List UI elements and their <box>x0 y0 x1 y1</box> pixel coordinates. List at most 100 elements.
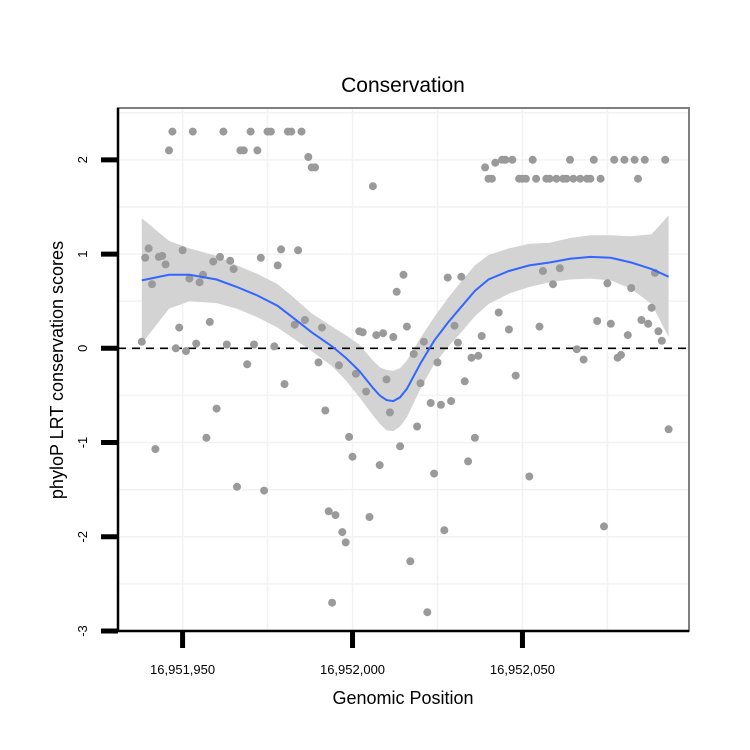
data-point <box>239 146 248 155</box>
data-point <box>569 174 578 183</box>
data-point <box>634 174 642 183</box>
data-point <box>511 371 520 380</box>
data-point <box>141 253 150 262</box>
data-point <box>596 174 605 183</box>
data-point <box>661 155 670 164</box>
data-point <box>212 404 221 413</box>
data-point <box>266 127 275 136</box>
data-point <box>195 278 204 287</box>
data-point <box>481 163 490 172</box>
data-point <box>171 344 180 353</box>
data-point <box>219 127 228 136</box>
data-point <box>413 422 422 431</box>
x-tick-label: 16,952,050 <box>490 662 555 677</box>
data-point <box>640 155 649 164</box>
y-tick-label: 2 <box>75 156 90 163</box>
data-point <box>521 174 530 183</box>
data-point <box>334 361 343 370</box>
data-point <box>549 280 557 289</box>
data-point <box>161 260 170 269</box>
data-point <box>586 174 595 183</box>
data-point <box>406 557 415 566</box>
chart-title: Conservation <box>341 74 465 97</box>
data-point <box>250 340 258 349</box>
data-point <box>423 608 432 617</box>
data-point <box>182 347 190 356</box>
data-point <box>419 337 428 346</box>
data-point <box>453 338 462 347</box>
data-point <box>260 486 269 495</box>
y-tick-label: -3 <box>75 625 90 637</box>
y-axis-title: phyloP LRT conservation scores <box>47 241 67 499</box>
data-point <box>345 432 354 441</box>
data-point <box>477 332 486 340</box>
data-point <box>470 433 479 442</box>
data-point <box>178 246 187 255</box>
data-point <box>474 351 483 360</box>
data-point <box>416 379 425 388</box>
data-point <box>341 538 350 547</box>
data-point <box>372 331 381 340</box>
data-point <box>501 155 510 164</box>
x-tick-label: 16,952,000 <box>320 662 385 677</box>
data-point <box>192 339 201 348</box>
data-point <box>664 425 673 434</box>
data-point <box>436 400 445 409</box>
data-point <box>297 127 306 136</box>
y-tick-label: -1 <box>75 437 90 449</box>
confidence-ribbon-group <box>141 215 669 432</box>
data-point <box>450 321 459 330</box>
confidence-ribbon <box>141 215 669 432</box>
data-point <box>433 358 442 367</box>
smooth-fit-group <box>141 255 670 403</box>
data-point <box>243 360 252 369</box>
data-point <box>222 340 231 349</box>
data-point <box>606 319 615 328</box>
data-points <box>137 127 673 617</box>
data-point <box>148 280 156 289</box>
data-point <box>627 284 636 292</box>
data-point <box>202 433 211 442</box>
data-point <box>165 146 173 155</box>
data-point <box>277 245 286 254</box>
data-point <box>467 353 476 362</box>
data-point <box>151 445 160 454</box>
data-point <box>365 513 374 521</box>
data-point <box>185 274 194 283</box>
data-point <box>396 442 405 451</box>
data-point <box>430 469 439 478</box>
data-point <box>647 303 656 312</box>
data-point <box>440 526 449 535</box>
data-point <box>216 252 224 261</box>
data-point <box>637 316 646 324</box>
data-point <box>623 331 632 340</box>
data-point <box>620 155 629 164</box>
data-point <box>460 377 469 386</box>
data-point <box>256 253 265 262</box>
data-point <box>324 507 333 516</box>
data-point <box>562 174 571 183</box>
data-point <box>389 333 398 341</box>
data-point <box>188 127 197 136</box>
data-point <box>368 182 377 191</box>
data-point <box>555 264 564 273</box>
data-point <box>158 251 167 260</box>
data-point <box>566 155 574 164</box>
data-point <box>552 174 561 183</box>
data-point <box>351 369 360 378</box>
data-point <box>538 267 547 275</box>
data-point <box>491 158 500 167</box>
data-point <box>545 174 554 183</box>
y-tick-label: 1 <box>75 250 90 257</box>
data-point <box>426 399 435 407</box>
data-point <box>617 350 625 359</box>
data-point <box>654 327 663 336</box>
data-point <box>657 336 666 345</box>
data-point <box>270 342 279 351</box>
data-point <box>576 174 585 183</box>
data-point <box>311 163 320 172</box>
data-point <box>447 397 456 406</box>
data-point <box>494 308 503 317</box>
data-point <box>589 155 598 164</box>
